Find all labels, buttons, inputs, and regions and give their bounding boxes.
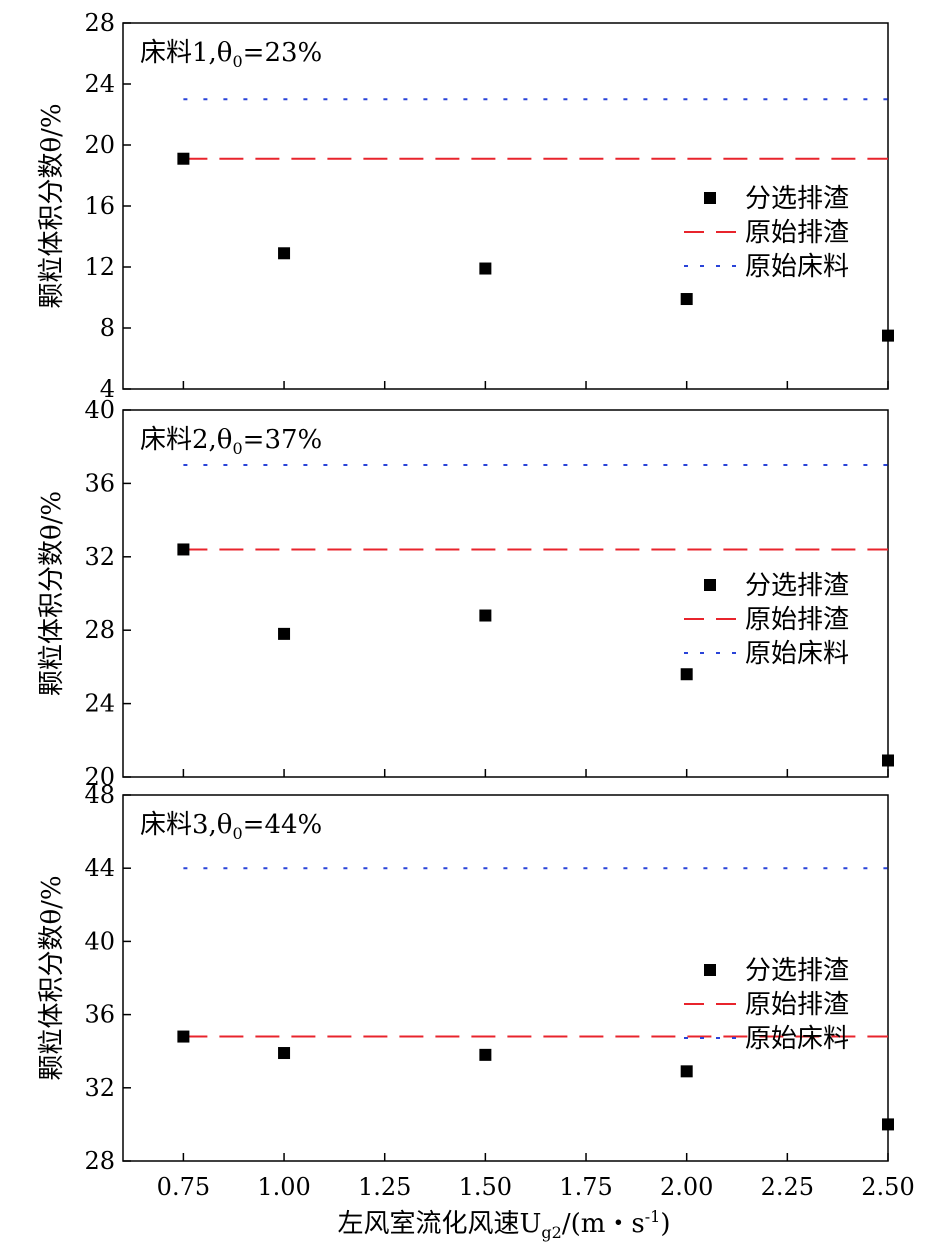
y-tick-label: 4 [100,375,115,403]
x-tick-label: 1.75 [559,1173,612,1201]
y-tick-label: 44 [84,854,115,882]
y-tick-label: 16 [84,192,115,220]
y-tick-label: 36 [84,1001,115,1029]
panel-label: 床料1,θ0=23% [140,38,322,71]
x-axis-title-units: /(m・s [562,1209,645,1239]
data-point [177,152,190,165]
y-tick-label: 28 [84,616,115,644]
panel-label-main: 床料1,θ [140,38,232,68]
data-point [479,609,492,622]
y-tick-label: 24 [84,690,115,718]
panel-label-main: 床料3,θ [140,810,232,840]
panel-label-tail: =44% [243,810,323,840]
data-point [177,543,190,556]
legend-label: 原始排渣 [745,605,849,635]
panel-label: 床料2,θ0=37% [140,425,322,458]
chart-panels: 481216202428颗粒体积分数θ/%床料1,θ0=23%分选排渣原始排渣原… [37,9,915,1201]
legend-marker-separated [704,964,716,976]
panel-label-sub: 0 [232,52,242,71]
chart-panel-1: 4 8 12 16 20 24 28 颗粒体积分数θ/% 床料1,θ0=23% 分选排渣原始排渣原… [37,9,894,403]
data-point [882,329,894,342]
x-tick-label: 2.25 [761,1173,814,1201]
y-tick-label: 28 [84,9,115,37]
y-tick-label: 20 [84,763,115,791]
legend-label: 原始床料 [745,252,849,282]
y-axis-title: 颗粒体积分数θ/% [37,103,67,308]
data-point [680,668,693,681]
y-tick-label: 40 [84,396,115,424]
y-axis-title: 颗粒体积分数θ/% [37,491,67,696]
legend-label: 原始床料 [745,1024,849,1054]
legend-label: 分选排渣 [745,571,849,601]
x-axis-title: 左风室流化风速Ug2/(m・s-1) [338,1207,671,1242]
panel-label-tail: =23% [243,38,323,68]
legend-label: 分选排渣 [745,956,849,986]
legend-label: 原始床料 [745,639,849,669]
data-point [479,262,492,275]
panel-label-sub: 0 [232,439,242,458]
legend-label: 原始排渣 [745,218,849,248]
x-tick-label: 2.00 [660,1173,713,1201]
y-tick-label: 40 [84,927,115,955]
y-tick-label: 48 [84,781,115,809]
legend-marker-separated [704,192,716,204]
legend-label: 分选排渣 [745,184,849,214]
chart-panel-2: 20 24 28 32 36 40 颗粒体积分数θ/% 床料2,θ0=37% 分选排渣原始排渣原… [37,396,894,791]
y-tick-label: 12 [84,253,115,281]
data-point [177,1030,190,1043]
y-tick-label: 32 [84,543,115,571]
data-point [680,1065,693,1078]
x-axis-title-sup: -1 [645,1207,661,1226]
panel-label: 床料3,θ0=44% [140,810,322,843]
y-axis-title: 颗粒体积分数θ/% [37,875,67,1080]
x-axis-title-tail: ) [660,1209,670,1239]
y-tick-label: 24 [84,70,115,98]
data-point [278,247,291,260]
plot-frame [122,409,889,778]
x-axis-title-sub: g2 [541,1223,561,1242]
y-tick-label: 32 [84,1074,115,1102]
chart-panel-3: 28 32 36 40 44 48 0.75 1.00 1.25 1.50 1.75 2.00 2.25… [37,781,915,1201]
x-tick-label: 2.50 [861,1173,914,1201]
x-tick-label: 1.50 [459,1173,512,1201]
legend-label: 原始排渣 [745,990,849,1020]
data-point [882,754,894,767]
panel-label-tail: =37% [243,425,323,455]
x-tick-label: 0.75 [157,1173,210,1201]
data-point [479,1048,492,1061]
data-point [278,1047,291,1060]
data-point [278,627,291,640]
y-tick-label: 28 [84,1147,115,1175]
y-tick-label: 20 [84,131,115,159]
legend-marker-separated [704,579,716,591]
x-axis-title-main: 左风室流化风速U [338,1209,542,1239]
panel-label-main: 床料2,θ [140,425,232,455]
plot-frame [122,794,889,1162]
y-tick-label: 36 [84,469,115,497]
y-tick-label: 8 [100,314,115,342]
data-point [882,1118,894,1131]
panel-label-sub: 0 [232,824,242,843]
x-tick-label: 1.00 [257,1173,310,1201]
x-tick-label: 1.25 [358,1173,411,1201]
data-point [680,293,693,306]
